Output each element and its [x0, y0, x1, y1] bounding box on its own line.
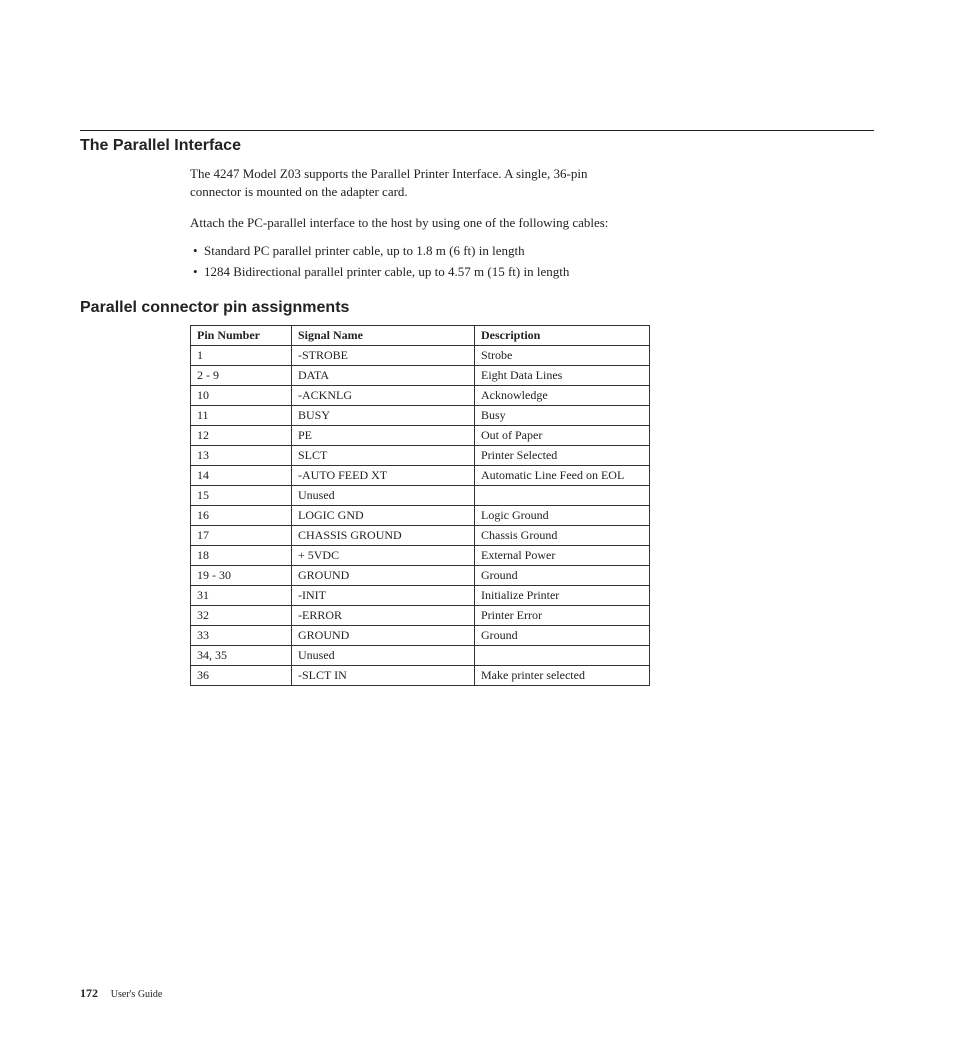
table-cell: Logic Ground: [475, 505, 650, 525]
table-cell: BUSY: [292, 405, 475, 425]
table-row: 33GROUNDGround: [191, 625, 650, 645]
footer-guide-label: User's Guide: [111, 989, 163, 1000]
cable-list: Standard PC parallel printer cable, up t…: [190, 242, 624, 281]
table-row: 18+ 5VDCExternal Power: [191, 545, 650, 565]
table-cell: 14: [191, 465, 292, 485]
table-cell: Acknowledge: [475, 385, 650, 405]
attach-paragraph: Attach the PC-parallel interface to the …: [190, 214, 624, 232]
intro-paragraph: The 4247 Model Z03 supports the Parallel…: [190, 165, 624, 200]
table-cell: 12: [191, 425, 292, 445]
table-cell: PE: [292, 425, 475, 445]
table-row: 17CHASSIS GROUNDChassis Ground: [191, 525, 650, 545]
table-cell: 13: [191, 445, 292, 465]
table-cell: 2 - 9: [191, 365, 292, 385]
table-cell: 11: [191, 405, 292, 425]
table-cell: Chassis Ground: [475, 525, 650, 545]
table-cell: GROUND: [292, 625, 475, 645]
table-cell: -STROBE: [292, 345, 475, 365]
col-header-pin: Pin Number: [191, 325, 292, 345]
col-header-signal: Signal Name: [292, 325, 475, 345]
table-row: 31-INITInitialize Printer: [191, 585, 650, 605]
section-heading: The Parallel Interface: [80, 137, 874, 155]
table-cell: 16: [191, 505, 292, 525]
table-cell: Printer Selected: [475, 445, 650, 465]
table-cell: CHASSIS GROUND: [292, 525, 475, 545]
table-cell: -SLCT IN: [292, 665, 475, 685]
pin-assignment-table: Pin Number Signal Name Description 1-STR…: [190, 325, 650, 686]
table-cell: 10: [191, 385, 292, 405]
table-cell: Eight Data Lines: [475, 365, 650, 385]
table-row: 19 - 30GROUNDGround: [191, 565, 650, 585]
table-row: 16LOGIC GNDLogic Ground: [191, 505, 650, 525]
table-cell: 34, 35: [191, 645, 292, 665]
table-cell: Initialize Printer: [475, 585, 650, 605]
table-row: 12PEOut of Paper: [191, 425, 650, 445]
table-cell: Ground: [475, 625, 650, 645]
table-row: 13SLCTPrinter Selected: [191, 445, 650, 465]
table-row: 10-ACKNLGAcknowledge: [191, 385, 650, 405]
table-cell: 36: [191, 665, 292, 685]
table-cell: 31: [191, 585, 292, 605]
table-cell: GROUND: [292, 565, 475, 585]
page-number: 172: [80, 986, 98, 1000]
list-item: Standard PC parallel printer cable, up t…: [190, 242, 624, 260]
table-cell: Make printer selected: [475, 665, 650, 685]
table-cell: 32: [191, 605, 292, 625]
table-cell: SLCT: [292, 445, 475, 465]
table-cell: -ERROR: [292, 605, 475, 625]
table-row: 1-STROBEStrobe: [191, 345, 650, 365]
table-cell: Printer Error: [475, 605, 650, 625]
table-cell: 18: [191, 545, 292, 565]
table-cell: Ground: [475, 565, 650, 585]
table-cell: Unused: [292, 485, 475, 505]
table-header-row: Pin Number Signal Name Description: [191, 325, 650, 345]
table-cell: -AUTO FEED XT: [292, 465, 475, 485]
table-row: 15Unused: [191, 485, 650, 505]
section-rule: [80, 130, 874, 131]
table-cell: Unused: [292, 645, 475, 665]
table-row: 14-AUTO FEED XTAutomatic Line Feed on EO…: [191, 465, 650, 485]
table-body: 1-STROBEStrobe2 - 9DATAEight Data Lines1…: [191, 345, 650, 685]
table-cell: External Power: [475, 545, 650, 565]
page-container: The Parallel Interface The 4247 Model Z0…: [0, 0, 954, 1041]
table-row: 36-SLCT INMake printer selected: [191, 665, 650, 685]
table-cell: -ACKNLG: [292, 385, 475, 405]
subheading: Parallel connector pin assignments: [80, 299, 874, 317]
table-cell: Strobe: [475, 345, 650, 365]
table-cell: 1: [191, 345, 292, 365]
col-header-description: Description: [475, 325, 650, 345]
table-cell: DATA: [292, 365, 475, 385]
table-cell: 15: [191, 485, 292, 505]
section-body: The 4247 Model Z03 supports the Parallel…: [190, 165, 624, 281]
table-cell: [475, 645, 650, 665]
table-row: 32-ERRORPrinter Error: [191, 605, 650, 625]
list-item: 1284 Bidirectional parallel printer cabl…: [190, 263, 624, 281]
table-cell: -INIT: [292, 585, 475, 605]
page-footer: 172 User's Guide: [80, 986, 874, 1001]
table-row: 34, 35Unused: [191, 645, 650, 665]
table-row: 2 - 9DATAEight Data Lines: [191, 365, 650, 385]
table-cell: Automatic Line Feed on EOL: [475, 465, 650, 485]
table-cell: LOGIC GND: [292, 505, 475, 525]
table-cell: [475, 485, 650, 505]
table-cell: Busy: [475, 405, 650, 425]
table-cell: 19 - 30: [191, 565, 292, 585]
table-cell: + 5VDC: [292, 545, 475, 565]
table-cell: Out of Paper: [475, 425, 650, 445]
table-cell: 17: [191, 525, 292, 545]
table-cell: 33: [191, 625, 292, 645]
table-row: 11BUSYBusy: [191, 405, 650, 425]
